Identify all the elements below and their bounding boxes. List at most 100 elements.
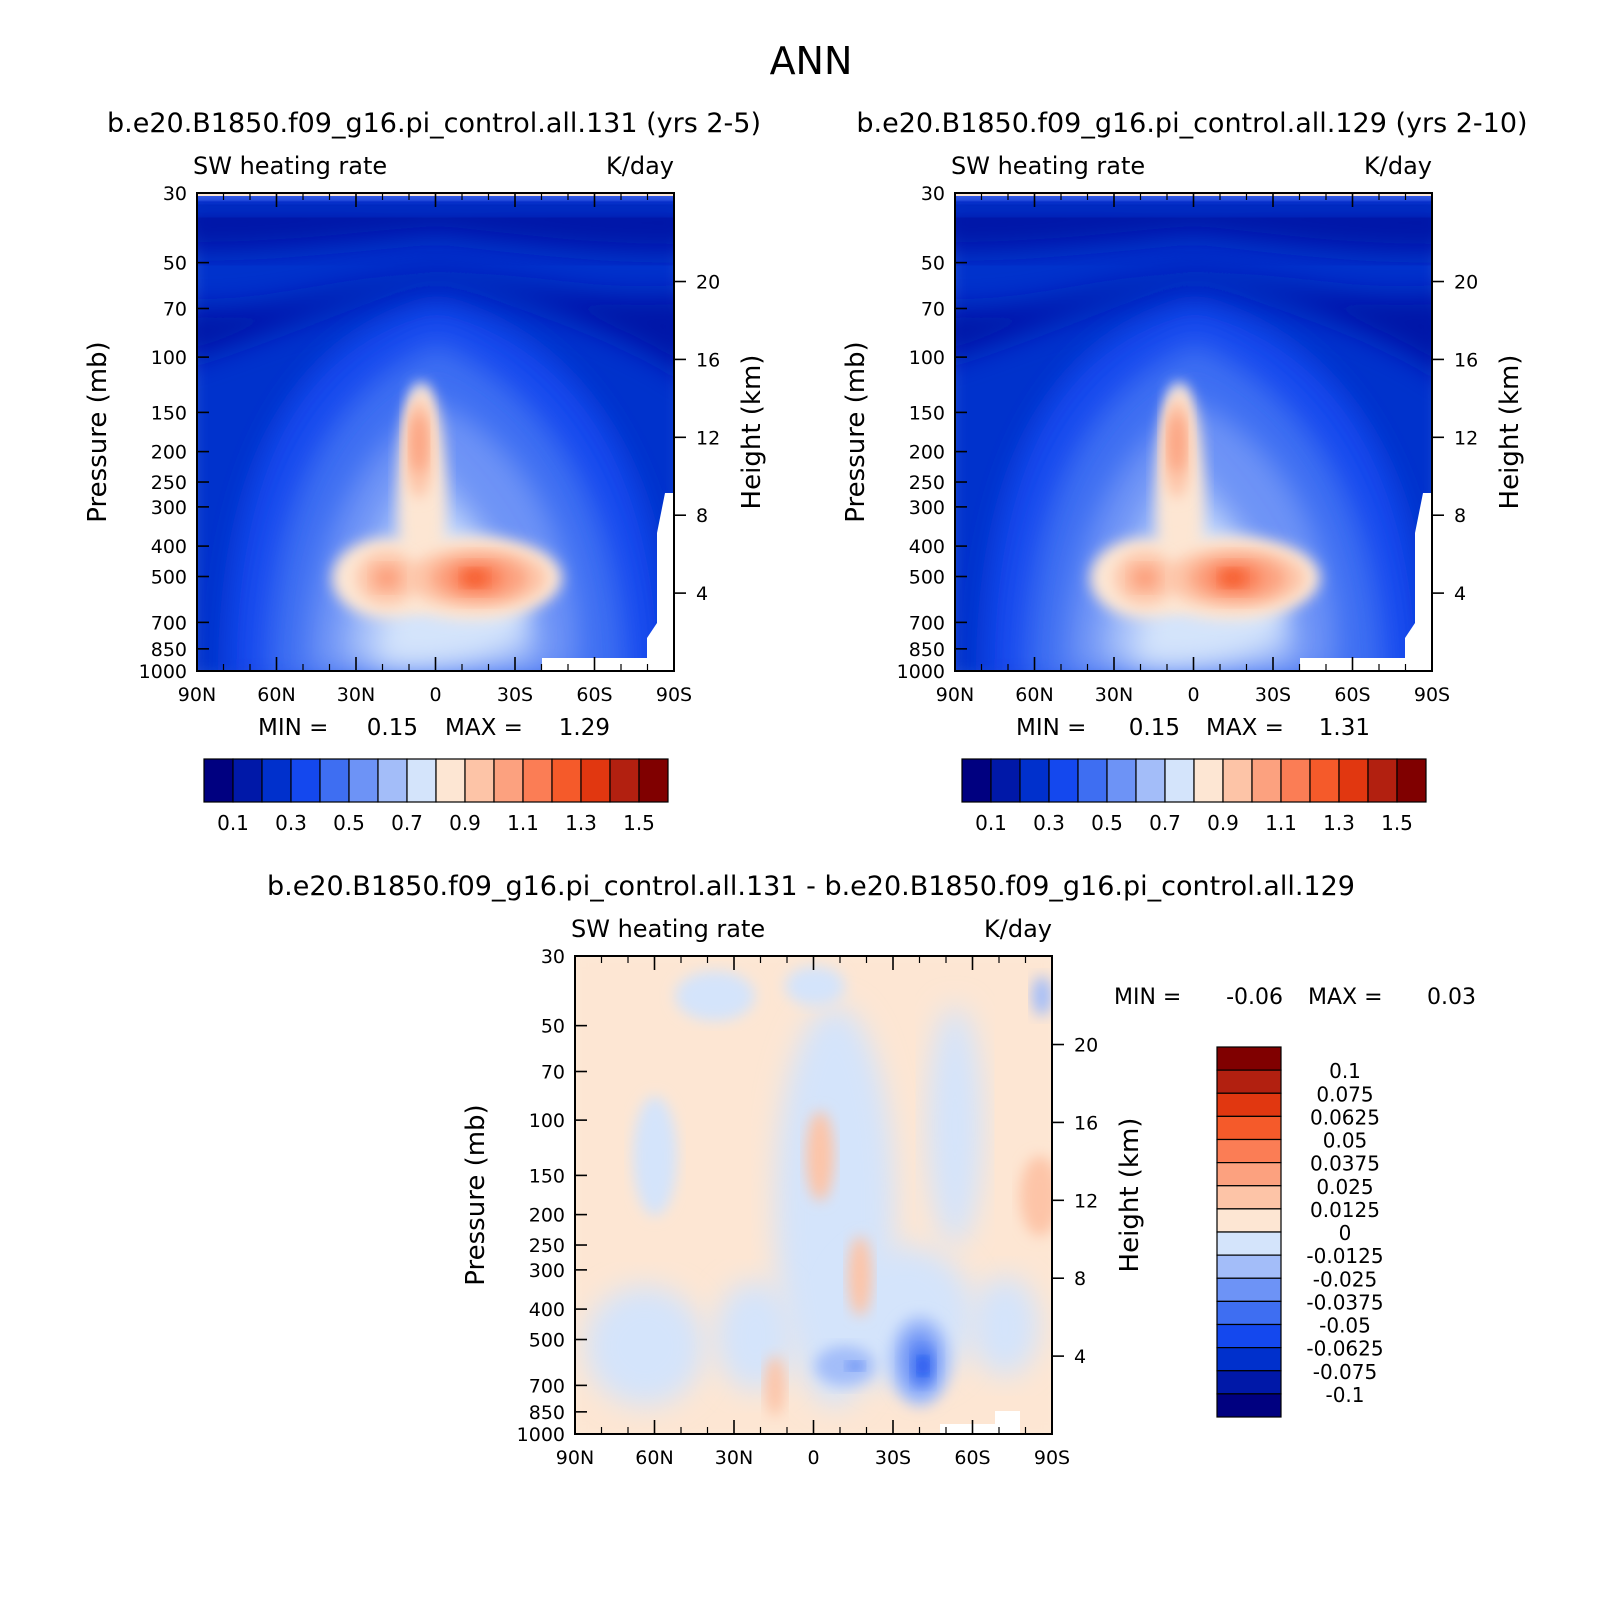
colorbar-label: 0.075 xyxy=(1316,1082,1373,1106)
x-tick-label: 90N xyxy=(936,684,974,706)
y-tick-label: 250 xyxy=(529,1235,565,1257)
colorbar-label: -0.05 xyxy=(1319,1314,1371,1338)
contour-field xyxy=(197,193,674,671)
colorbar-label: 0.1 xyxy=(217,811,249,835)
x-tick-label: 0 xyxy=(429,684,441,706)
y2-axis-title: Height (km) xyxy=(1115,1118,1145,1273)
y-tick-label: 200 xyxy=(151,442,187,464)
colorbar-box xyxy=(1216,1370,1282,1395)
colorbar-label: 0.3 xyxy=(275,811,307,835)
contour-region xyxy=(785,966,845,1006)
colorbar-box xyxy=(609,758,640,803)
x-tick-label: 0 xyxy=(807,1447,819,1469)
y-tick-label: 50 xyxy=(921,253,945,275)
contour-field xyxy=(955,193,1432,671)
colorbar-label: 0.0125 xyxy=(1310,1198,1380,1222)
max-value: 1.31 xyxy=(1319,715,1370,741)
contour-region xyxy=(1020,1156,1052,1236)
y-tick-label: 700 xyxy=(529,1375,565,1397)
y-tick-label: 70 xyxy=(541,1062,565,1084)
page-title: ANN xyxy=(770,39,853,83)
height-tick-label: 20 xyxy=(1074,1035,1098,1057)
height-tick-label: 20 xyxy=(696,272,720,294)
colorbar-label: 0.1 xyxy=(1329,1059,1361,1083)
colorbar-box xyxy=(1216,1138,1282,1164)
colorbar-box xyxy=(1216,1208,1282,1233)
colorbar-box xyxy=(1216,1393,1282,1418)
colorbar-label: 0.025 xyxy=(1316,1175,1373,1199)
panel-bottom: b.e20.B1850.f09_g16.pi_control.all.131 -… xyxy=(267,871,1476,1469)
variable-label: SW heating rate xyxy=(571,915,765,943)
colorbar-box xyxy=(406,758,437,803)
contour-region xyxy=(585,1286,705,1406)
colorbar-box xyxy=(1216,1231,1282,1256)
x-tick-label: 30N xyxy=(715,1447,753,1469)
x-axis: 90N 60N 30N 0 30S 60S 90S xyxy=(178,193,692,706)
colorbar-label: 0.05 xyxy=(1323,1129,1368,1153)
y-tick-label: 850 xyxy=(529,1402,565,1424)
x-tick-label: 60S xyxy=(954,1447,990,1469)
min-value: 0.15 xyxy=(367,715,418,741)
units-label: K/day xyxy=(984,915,1052,943)
min-value: -0.06 xyxy=(1226,985,1283,1010)
contour-region xyxy=(197,196,674,203)
contour-region xyxy=(927,1006,983,1246)
y-tick-label: 1000 xyxy=(897,661,945,683)
y-tick-label: 100 xyxy=(151,347,187,369)
colorbar-label: 1.1 xyxy=(507,811,539,835)
colorbar-box xyxy=(961,758,992,803)
y-tick-label: 70 xyxy=(921,299,945,321)
y-tick-label: 500 xyxy=(909,567,945,589)
y-tick-label: 250 xyxy=(909,472,945,494)
height-tick-label: 4 xyxy=(696,583,708,605)
colorbar-box xyxy=(1216,1046,1282,1071)
colorbar-box xyxy=(1216,1300,1282,1326)
contour-region xyxy=(955,203,1432,215)
y-tick-label: 200 xyxy=(909,442,945,464)
contour-region xyxy=(633,1096,677,1216)
y-axis-right: 20 16 12 8 4 xyxy=(674,272,720,605)
y-tick-label: 400 xyxy=(529,1299,565,1321)
colorbar-box xyxy=(1216,1277,1282,1302)
colorbar-box xyxy=(1048,758,1079,803)
y-tick-label: 200 xyxy=(529,1205,565,1227)
y-tick-label: 1000 xyxy=(139,661,187,683)
colorbar-box xyxy=(1216,1115,1282,1141)
colorbar-box xyxy=(232,758,263,803)
units-label: K/day xyxy=(606,152,674,180)
x-tick-label: 30S xyxy=(875,1447,911,1469)
colorbar-box xyxy=(1309,758,1340,803)
y-tick-label: 700 xyxy=(151,612,187,634)
missing-data xyxy=(1300,493,1432,671)
contour-field xyxy=(575,956,1052,1434)
field-bottom xyxy=(575,956,1052,1434)
y-tick-label: 500 xyxy=(529,1330,565,1352)
colorbar-label: -0.0625 xyxy=(1306,1337,1383,1361)
x-tick-label: 60N xyxy=(1015,684,1053,706)
height-tick-label: 12 xyxy=(696,427,720,449)
max-value: 1.29 xyxy=(559,715,610,741)
x-tick-label: 90S xyxy=(656,684,692,706)
x-tick-label: 30S xyxy=(1255,684,1291,706)
y-tick-label: 70 xyxy=(163,299,187,321)
contour-region xyxy=(765,1356,785,1416)
min-label: MIN = xyxy=(1016,715,1086,741)
colorbar-box xyxy=(1216,1069,1282,1094)
max-label: MAX = xyxy=(1308,985,1383,1010)
y-tick-label: 30 xyxy=(163,183,187,205)
colorbar-box xyxy=(203,758,234,803)
min-value: 0.15 xyxy=(1129,715,1180,741)
colorbar-box xyxy=(1216,1323,1282,1349)
colorbar: 0.1 0.3 0.5 0.7 0.9 1.1 1.3 1.5 xyxy=(203,758,669,835)
colorbar-label: -0.0375 xyxy=(1306,1290,1383,1314)
y-axis-right: 20 16 12 8 4 xyxy=(1052,1035,1098,1368)
colorbar-box xyxy=(1216,1347,1282,1372)
colorbar-label: -0.1 xyxy=(1325,1383,1364,1407)
height-tick-label: 4 xyxy=(1074,1346,1086,1368)
y-tick-label: 500 xyxy=(151,567,187,589)
colorbar-label: 1.5 xyxy=(1381,811,1413,835)
colorbar-box xyxy=(1216,1092,1282,1117)
